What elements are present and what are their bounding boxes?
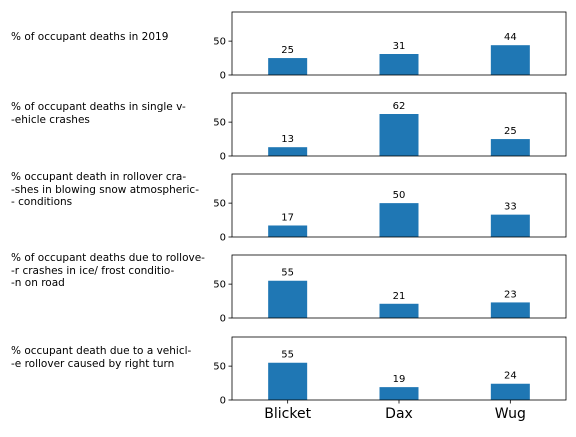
bar-value-label: 62 (393, 101, 406, 112)
y-tick-label: 50 (213, 37, 226, 48)
bar (490, 383, 530, 400)
bar-value-label: 50 (393, 190, 406, 201)
bar (379, 203, 419, 237)
panel-frame (231, 173, 567, 238)
x-category-label: Wug (495, 406, 526, 422)
y-tick-label: 0 (220, 396, 226, 407)
y-tick-label: 0 (220, 233, 226, 244)
bar-value-label: 55 (281, 268, 294, 279)
bar (268, 280, 308, 318)
panel-label: % occupant death in rollover cra- -shes … (11, 171, 199, 208)
bar-value-label: 55 (281, 350, 294, 361)
bar-value-label: 25 (504, 126, 517, 137)
y-tick-label: 0 (220, 152, 226, 163)
bar (490, 139, 530, 156)
bar (379, 114, 419, 156)
bar (379, 303, 419, 318)
y-tick-label: 50 (213, 280, 226, 291)
bar (268, 58, 308, 75)
bar (268, 225, 308, 237)
bar (268, 362, 308, 400)
bar (490, 302, 530, 318)
x-category-label: Blicket (264, 406, 311, 422)
bar-value-label: 21 (393, 291, 406, 302)
bar-value-label: 19 (393, 374, 406, 385)
bar (490, 45, 530, 75)
bar-value-label: 13 (281, 134, 294, 145)
bar (379, 54, 419, 75)
y-tick-label: 50 (213, 118, 226, 129)
bar (490, 214, 530, 237)
panel-frame (231, 254, 567, 319)
bar (268, 147, 308, 156)
panel-frame (231, 92, 567, 157)
panel-label: % of occupant deaths in single v- -ehicl… (11, 101, 186, 126)
bar-value-label: 31 (393, 41, 406, 52)
panel-label: % of occupant deaths in 2019 (11, 31, 169, 43)
bar (379, 387, 419, 400)
y-tick-label: 0 (220, 71, 226, 82)
bar-value-label: 33 (504, 202, 517, 213)
y-tick-label: 50 (213, 362, 226, 373)
panel-label: % occupant death due to a vehicl- -e rol… (11, 345, 192, 370)
y-tick-label: 50 (213, 199, 226, 210)
bar-value-label: 25 (281, 45, 294, 56)
panel-label: % of occupant deaths due to rollove- -r … (11, 252, 205, 289)
bar-value-label: 23 (504, 289, 517, 300)
bar-value-label: 17 (281, 212, 294, 223)
y-tick-label: 0 (220, 314, 226, 325)
bar-value-label: 44 (504, 32, 517, 43)
panel-frame (231, 11, 567, 76)
bar-value-label: 24 (504, 371, 517, 382)
x-category-label: Dax (385, 406, 413, 422)
